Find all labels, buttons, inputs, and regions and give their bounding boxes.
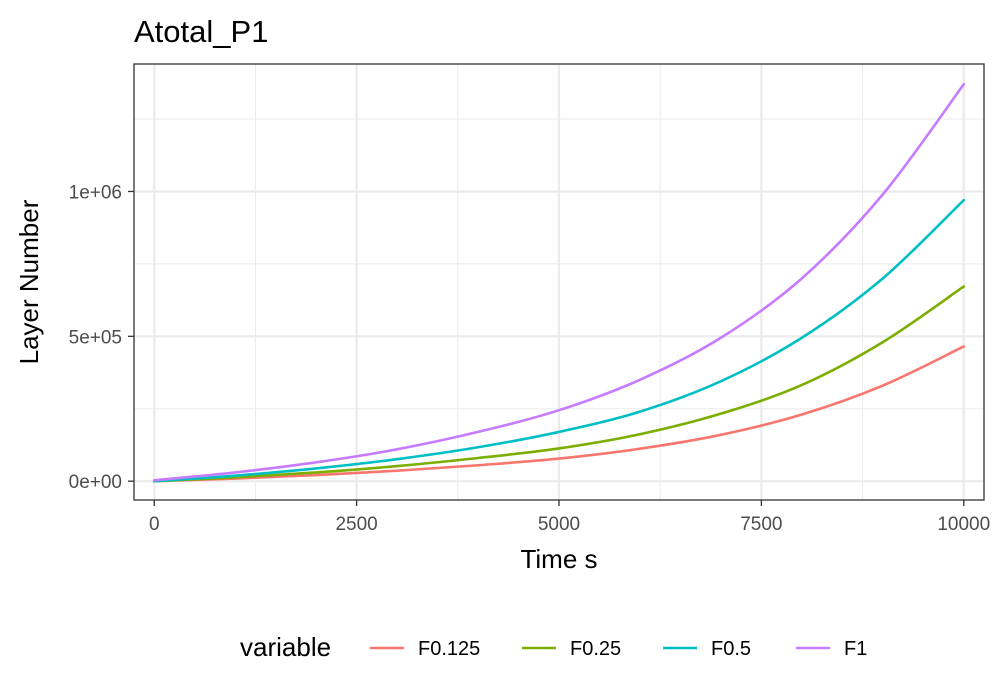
legend-title: variable: [240, 632, 331, 662]
plot-area: [133, 63, 985, 501]
x-axis-title: Time s: [520, 544, 597, 574]
x-tick-label: 10000: [937, 514, 990, 535]
series-lines: [152, 82, 966, 483]
grid-major: [134, 64, 984, 500]
y-axis: 0e+00 5e+05 1e+06: [69, 182, 134, 493]
y-tick-label: 5e+05: [69, 327, 122, 348]
legend-items: F0.125 F0.25 F0.5 F1: [370, 638, 867, 660]
x-tick-label: 0: [149, 514, 160, 535]
chart-title: Atotal_P1: [134, 14, 268, 49]
x-axis: 0 2500 5000 7500 10000: [149, 500, 990, 535]
y-axis-title: Layer Number: [14, 199, 44, 364]
legend-label-F0.125: F0.125: [418, 638, 480, 660]
x-tick-label: 7500: [740, 514, 782, 535]
x-tick-label: 5000: [538, 514, 580, 535]
legend-label-F1: F1: [844, 638, 867, 660]
y-tick-label: 0e+00: [69, 472, 122, 493]
series-line-F0.25: [152, 285, 966, 483]
legend-label-F0.5: F0.5: [711, 638, 751, 660]
series-line-F0.125: [152, 345, 966, 483]
series-line-F1: [152, 82, 966, 482]
legend-label-F0.25: F0.25: [570, 638, 621, 660]
series-line-F0.5: [152, 198, 966, 483]
legend: variable F0.125 F0.25 F0.5 F1: [240, 632, 867, 662]
x-tick-label: 2500: [335, 514, 377, 535]
y-tick-label: 1e+06: [69, 182, 122, 203]
